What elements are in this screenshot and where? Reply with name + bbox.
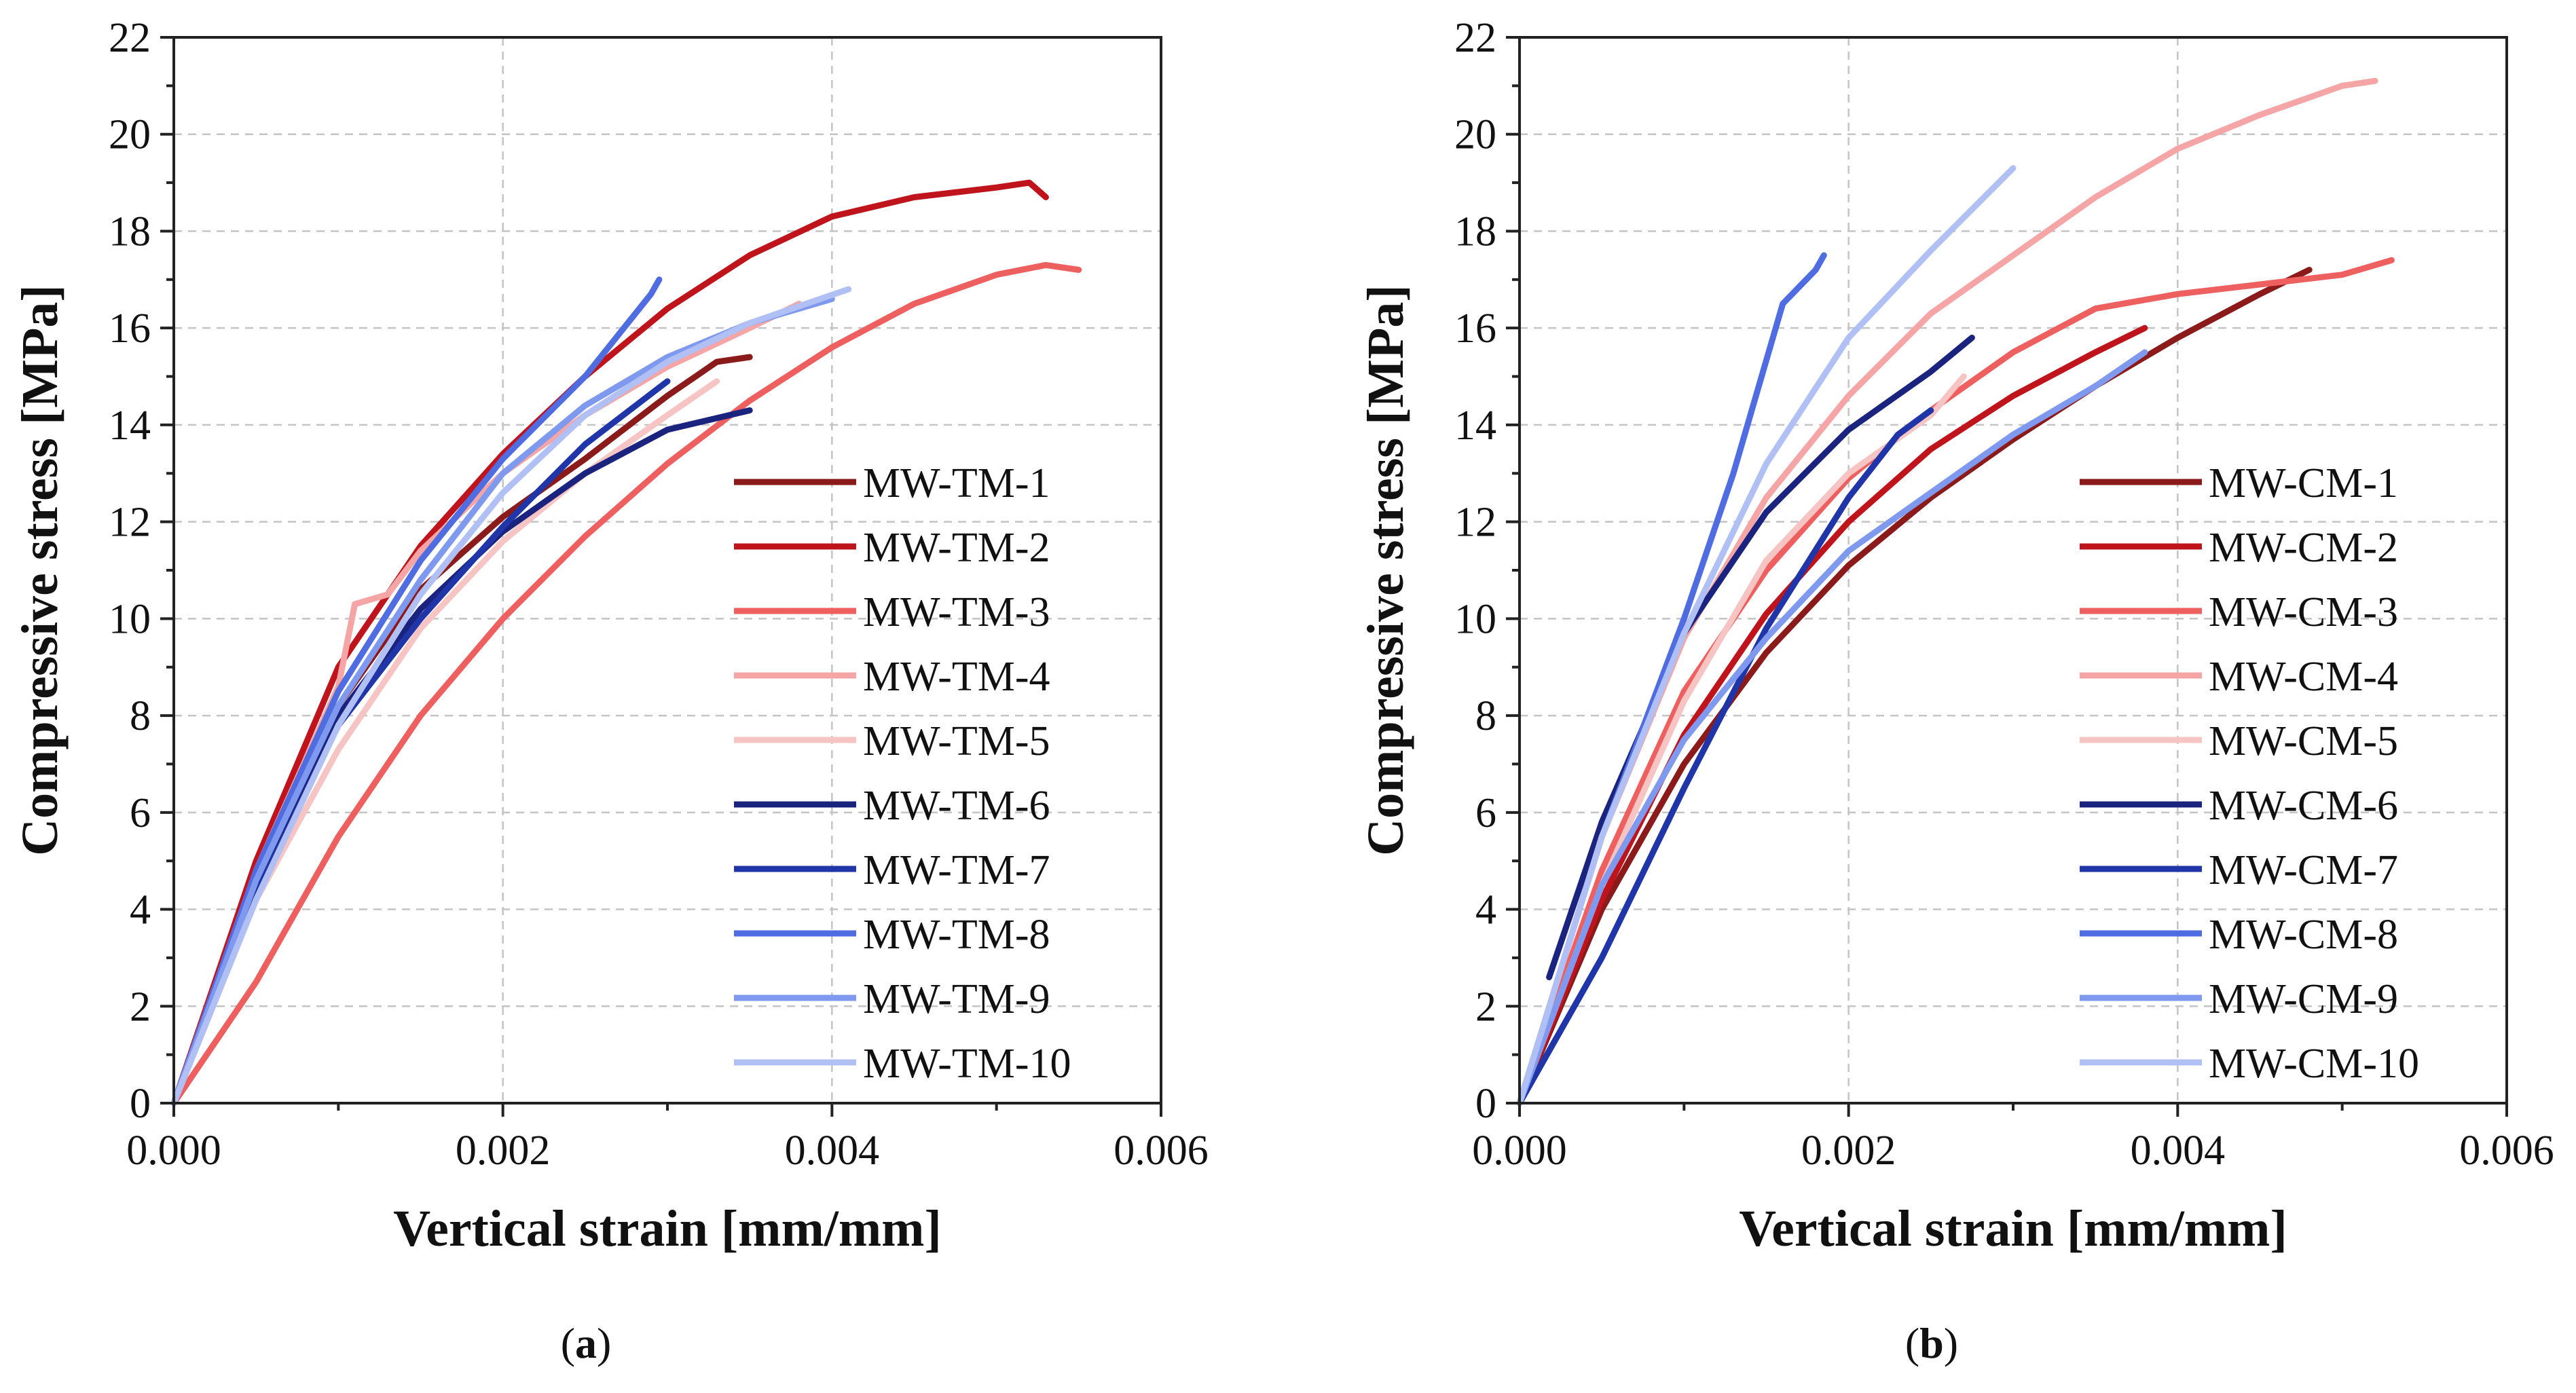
x-axis-label-b: Vertical strain [mm/mm] [1739, 1200, 2287, 1257]
y-tick-label: 12 [1454, 500, 1496, 546]
series-line-mw-cm-10 [1516, 165, 2017, 1107]
legend-b: MW-CM-1 MW-CM-2 MW-CM-3 MW-CM-4 MW-CM-5 MW-CM… [2080, 460, 2419, 1087]
legend-label-mw-tm-7: MW-TM-7 [863, 847, 1050, 893]
y-tick-label: 8 [1475, 693, 1496, 739]
y-tick-label: 16 [1454, 305, 1496, 352]
axis-ticks-a: 0 2 4 6 8 10 12 14 16 18 20 22 0.000 0.002 0.004 0.006 [109, 15, 1209, 1174]
y-tick-label: 18 [1454, 208, 1496, 255]
y-tick-label: 12 [109, 500, 151, 546]
legend-label-mw-cm-1: MW-CM-1 [2209, 460, 2398, 506]
legend-label-mw-tm-4: MW-TM-4 [863, 654, 1050, 700]
series-line-mw-cm-9 [1516, 349, 2148, 1107]
series-line-mw-cm-3 [1516, 257, 2395, 1107]
series-line-mw-tm-10 [170, 286, 852, 1107]
y-tick-label: 2 [130, 984, 151, 1030]
y-tick-label: 4 [130, 887, 151, 933]
legend-a: MW-TM-1 MW-TM-2 MW-TM-3 MW-TM-4 MW-TM-5 MW-TM… [734, 460, 1071, 1087]
caption-b: (b) [1905, 1319, 1958, 1367]
series-line-mw-tm-8 [170, 276, 663, 1107]
legend-label-mw-cm-5: MW-CM-5 [2209, 718, 2398, 764]
series-group-a [170, 179, 1082, 1107]
x-tick-label: 0.004 [785, 1128, 880, 1174]
x-tick-label: 0.006 [2459, 1128, 2554, 1174]
y-tick-label: 8 [130, 693, 151, 739]
x-tick-label: 0.000 [1472, 1128, 1567, 1174]
legend-label-mw-cm-4: MW-CM-4 [2209, 654, 2398, 700]
y-tick-label: 4 [1475, 887, 1496, 933]
y-tick-label: 14 [109, 403, 151, 449]
legend-label-mw-tm-9: MW-TM-9 [863, 976, 1050, 1022]
legend-label-mw-tm-8: MW-TM-8 [863, 912, 1050, 958]
y-tick-label: 0 [1475, 1081, 1496, 1127]
x-tick-label: 0.002 [1801, 1128, 1896, 1174]
legend-label-mw-cm-2: MW-CM-2 [2209, 525, 2398, 571]
legend-label-mw-tm-6: MW-TM-6 [863, 783, 1050, 829]
y-tick-label: 10 [109, 596, 151, 642]
legend-label-mw-tm-5: MW-TM-5 [863, 718, 1050, 764]
caption-letter-b: b [1919, 1319, 1944, 1367]
x-tick-label: 0.004 [2131, 1128, 2226, 1174]
legend-label-mw-cm-8: MW-CM-8 [2209, 912, 2398, 958]
series-line-mw-tm-3 [170, 261, 1082, 1107]
y-tick-label: 14 [1454, 403, 1496, 449]
legend-label-mw-cm-9: MW-CM-9 [2209, 976, 2398, 1022]
axis-ticks-b: 0 2 4 6 8 10 12 14 16 18 20 22 0.000 0.002 0.004 0.006 [1454, 15, 2554, 1174]
legend-label-mw-cm-3: MW-CM-3 [2209, 589, 2398, 635]
series-line-mw-cm-6 [1546, 335, 1975, 980]
legend-label-mw-tm-2: MW-TM-2 [863, 525, 1050, 571]
legend-label-mw-tm-3: MW-TM-3 [863, 589, 1050, 635]
series-line-mw-cm-7 [1516, 407, 1934, 1107]
series-line-mw-cm-2 [1516, 324, 2148, 1107]
y-tick-label: 20 [1454, 112, 1496, 158]
y-tick-label: 6 [130, 790, 151, 836]
y-tick-label: 16 [109, 305, 151, 352]
x-tick-label: 0.000 [126, 1128, 221, 1174]
y-tick-label: 22 [109, 15, 151, 61]
y-tick-label: 22 [1454, 15, 1496, 61]
legend-label-mw-tm-10: MW-TM-10 [863, 1041, 1071, 1087]
legend-label-mw-cm-6: MW-CM-6 [2209, 783, 2398, 829]
legend-label-mw-cm-7: MW-CM-7 [2209, 847, 2398, 893]
x-tick-label: 0.002 [456, 1128, 551, 1174]
series-group-b [1516, 77, 2395, 1107]
y-axis-label-b: Compressive stress [MPa] [1357, 284, 1414, 855]
legend-label-mw-cm-10: MW-CM-10 [2209, 1041, 2419, 1087]
y-tick-label: 18 [109, 208, 151, 255]
caption-a: (a) [561, 1319, 612, 1367]
x-axis-label-a: Vertical strain [mm/mm] [393, 1200, 942, 1257]
y-tick-label: 6 [1475, 790, 1496, 836]
series-line-mw-cm-1 [1516, 267, 2313, 1107]
legend-label-mw-tm-1: MW-TM-1 [863, 460, 1050, 506]
series-line-mw-tm-2 [170, 179, 1049, 1107]
y-tick-label: 0 [130, 1081, 151, 1127]
y-tick-label: 10 [1454, 596, 1496, 642]
x-tick-label: 0.006 [1114, 1128, 1209, 1174]
y-tick-label: 2 [1475, 984, 1496, 1030]
y-tick-label: 20 [109, 112, 151, 158]
y-axis-label-a: Compressive stress [MPa] [12, 284, 69, 855]
caption-letter-a: a [575, 1319, 597, 1367]
